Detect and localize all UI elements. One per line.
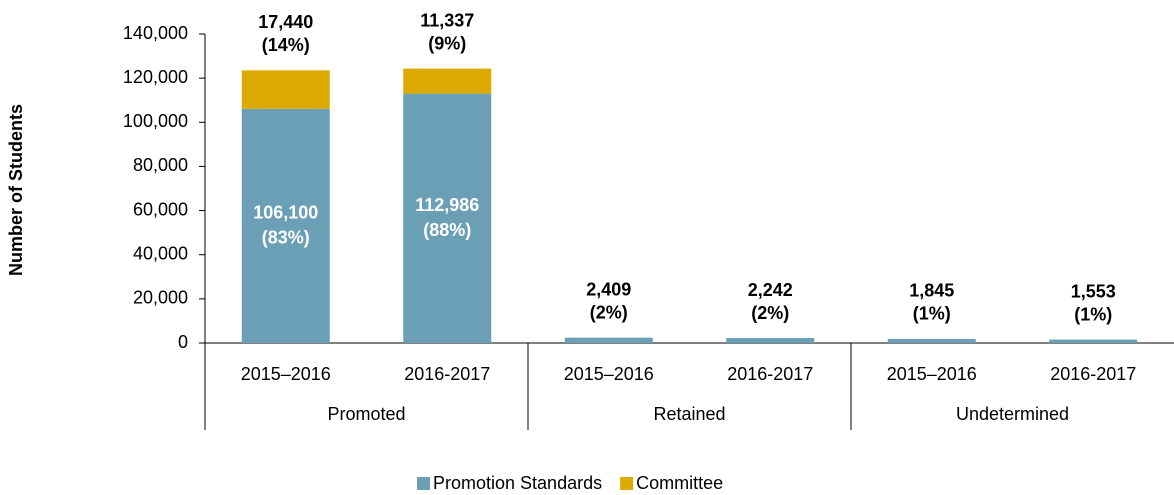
value-label: 112,986 [415, 195, 479, 215]
group-label: Promoted [327, 404, 405, 424]
y-tick-label: 20,000 [133, 288, 188, 308]
y-tick-label: 80,000 [133, 155, 188, 175]
bar-segment [564, 337, 653, 343]
value-label: 2,242 [748, 280, 793, 300]
y-axis-title: Number of Students [6, 104, 26, 276]
y-tick-label: 140,000 [123, 23, 188, 43]
group-label: Retained [653, 404, 725, 424]
bar-segment [241, 70, 330, 109]
share-label: (83%) [262, 228, 310, 248]
legend-label: Promotion Standards [433, 473, 602, 493]
group-label: Undetermined [956, 404, 1069, 424]
share-label: (9%) [428, 33, 466, 53]
y-tick-label: 40,000 [133, 243, 188, 263]
x-tick-label: 2016-2017 [404, 364, 490, 384]
x-tick-label: 2015–2016 [241, 364, 331, 384]
share-label: (14%) [262, 35, 310, 55]
legend-swatch [620, 477, 634, 490]
share-label: (1%) [1074, 304, 1112, 324]
share-label: (88%) [423, 220, 471, 240]
value-label: 11,337 [420, 10, 474, 30]
bar-segment [403, 93, 492, 344]
share-label: (1%) [913, 304, 951, 324]
y-tick-label: 100,000 [123, 111, 188, 131]
x-tick-label: 2016-2017 [1050, 364, 1136, 384]
legend-label: Committee [636, 473, 723, 493]
bar-segment [241, 108, 330, 343]
x-tick-label: 2015–2016 [887, 364, 977, 384]
share-label: (2%) [751, 303, 789, 323]
value-label: 106,100 [253, 203, 318, 223]
share-label: (2%) [590, 302, 628, 322]
legend-swatch [417, 477, 430, 490]
x-tick-label: 2016-2017 [727, 364, 813, 384]
y-tick-label: 0 [178, 332, 188, 352]
value-label: 2,409 [586, 279, 631, 299]
bar-segment [403, 68, 492, 94]
y-tick-label: 60,000 [133, 199, 188, 219]
value-label: 17,440 [258, 12, 313, 32]
bar-segment [726, 338, 815, 343]
value-label: 1,553 [1071, 281, 1116, 301]
bar-segment [887, 338, 976, 343]
value-label: 1,845 [909, 281, 954, 301]
x-tick-label: 2015–2016 [564, 364, 654, 384]
y-tick-label: 120,000 [123, 67, 188, 87]
bar-segment [1049, 339, 1138, 343]
